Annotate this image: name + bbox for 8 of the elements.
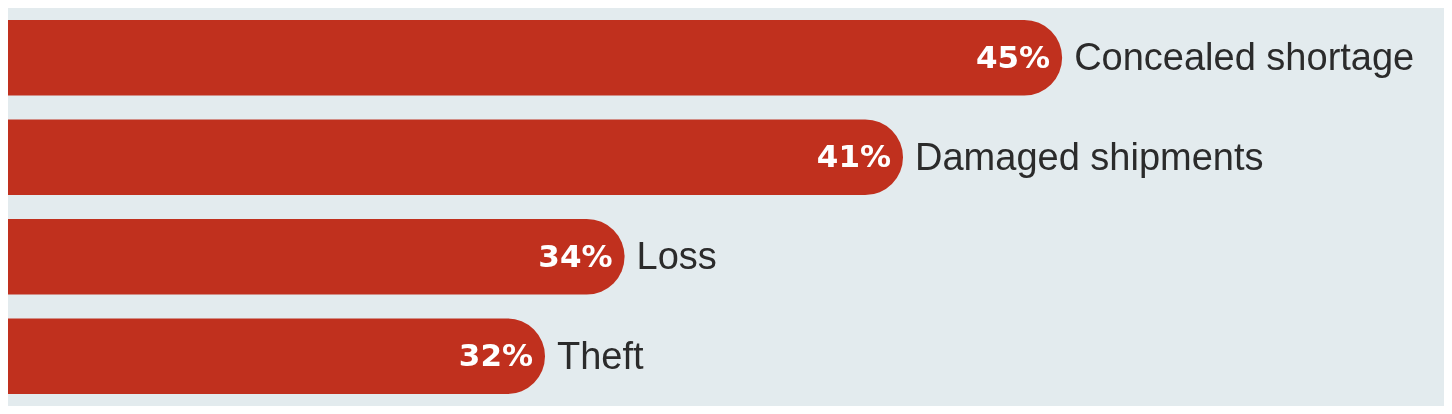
data-label: 41% [816,138,892,175]
y-tick-label: Theft [557,334,645,377]
data-label: 34% [538,237,613,274]
y-tick-label: Loss [636,235,717,278]
data-label: 45% [975,38,1051,75]
y-tick-label: Damaged shipments [915,135,1264,178]
y-tick-label: Concealed shortage [1074,36,1415,79]
data-label: 32% [458,337,534,374]
